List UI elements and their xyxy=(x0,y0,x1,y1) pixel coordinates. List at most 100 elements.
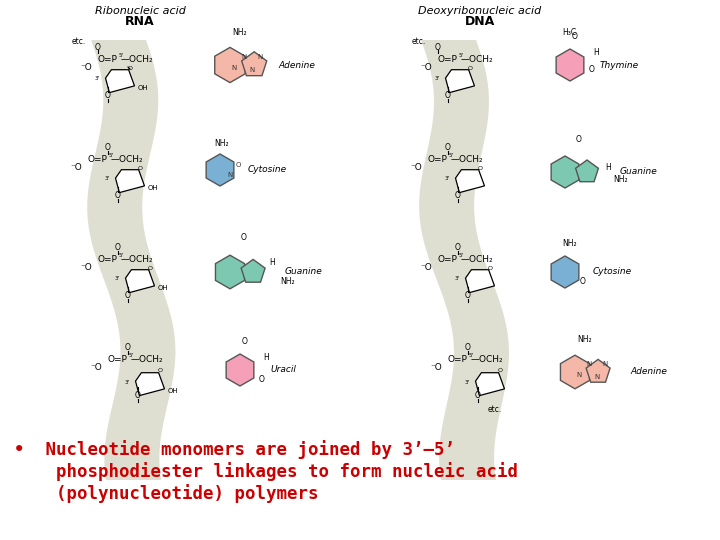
Text: Cytosine: Cytosine xyxy=(593,267,632,276)
Text: 5': 5' xyxy=(109,153,114,158)
Text: —OCH₂: —OCH₂ xyxy=(471,355,503,364)
Text: O: O xyxy=(580,278,586,287)
Text: 5': 5' xyxy=(449,153,454,158)
Text: O: O xyxy=(475,392,481,401)
Text: N: N xyxy=(603,361,608,367)
Text: H: H xyxy=(269,258,275,267)
Text: O: O xyxy=(125,292,131,300)
Text: —OCH₂: —OCH₂ xyxy=(131,355,163,364)
Polygon shape xyxy=(446,70,474,92)
Text: Deoxyribonucleic acid: Deoxyribonucleic acid xyxy=(418,6,541,16)
Text: Thymine: Thymine xyxy=(600,60,639,70)
Polygon shape xyxy=(466,269,495,293)
Text: O=P: O=P xyxy=(98,255,118,265)
Text: 3': 3' xyxy=(455,276,460,281)
Polygon shape xyxy=(242,52,266,76)
Text: OH: OH xyxy=(168,388,179,394)
Text: O: O xyxy=(158,368,163,374)
Polygon shape xyxy=(575,160,598,181)
Text: (polynucleotide) polymers: (polynucleotide) polymers xyxy=(14,484,318,503)
Text: N: N xyxy=(231,65,237,71)
Polygon shape xyxy=(551,256,579,288)
Polygon shape xyxy=(87,40,176,480)
Text: ⁻O: ⁻O xyxy=(410,164,422,172)
Text: O=P: O=P xyxy=(438,56,458,64)
Text: O: O xyxy=(115,244,121,253)
Text: 5': 5' xyxy=(459,253,464,258)
Text: O: O xyxy=(105,91,111,100)
Polygon shape xyxy=(125,269,155,293)
Text: O=P: O=P xyxy=(108,355,128,364)
Polygon shape xyxy=(551,156,579,188)
Text: O: O xyxy=(487,266,492,271)
Text: N: N xyxy=(595,374,600,380)
Text: ⁻O: ⁻O xyxy=(430,363,442,373)
Text: •  Nucleotide monomers are joined by 3’–5’: • Nucleotide monomers are joined by 3’–5… xyxy=(14,440,455,459)
Text: O=P: O=P xyxy=(98,56,118,64)
Text: H: H xyxy=(605,163,611,172)
Text: OH: OH xyxy=(158,285,168,291)
Text: NH₂: NH₂ xyxy=(577,335,593,344)
Text: N: N xyxy=(249,67,255,73)
Text: O: O xyxy=(498,368,503,374)
Polygon shape xyxy=(106,70,135,92)
Text: —OCH₂: —OCH₂ xyxy=(121,255,153,265)
Text: O: O xyxy=(127,65,132,71)
Text: O: O xyxy=(242,337,248,346)
Text: N: N xyxy=(257,54,263,60)
Text: —OCH₂: —OCH₂ xyxy=(121,56,153,64)
Polygon shape xyxy=(226,354,254,386)
Text: O=P: O=P xyxy=(448,355,468,364)
Text: O: O xyxy=(589,65,595,75)
Text: NH₂: NH₂ xyxy=(280,278,294,287)
Text: NH₂: NH₂ xyxy=(563,239,577,248)
Text: N: N xyxy=(577,372,582,378)
Text: O: O xyxy=(259,375,265,384)
Text: H₃C: H₃C xyxy=(562,28,576,37)
Text: 3': 3' xyxy=(465,380,470,384)
Text: —OCH₂: —OCH₂ xyxy=(111,156,143,165)
Polygon shape xyxy=(215,48,246,83)
Polygon shape xyxy=(215,255,245,289)
Text: O: O xyxy=(455,244,461,253)
Text: O: O xyxy=(241,233,247,242)
Text: —OCH₂: —OCH₂ xyxy=(461,56,494,64)
Text: O: O xyxy=(572,32,578,41)
Text: 5': 5' xyxy=(119,53,124,58)
Text: 3': 3' xyxy=(95,77,100,82)
Text: O: O xyxy=(235,162,240,168)
Text: O: O xyxy=(95,43,101,51)
Text: NH₂: NH₂ xyxy=(613,176,628,185)
Text: 3': 3' xyxy=(105,177,110,181)
Text: H: H xyxy=(263,353,269,362)
Text: O: O xyxy=(135,392,141,401)
Text: Adenine: Adenine xyxy=(630,368,667,376)
Text: O: O xyxy=(445,91,451,100)
Text: etc.: etc. xyxy=(412,37,426,46)
Text: Guanine: Guanine xyxy=(285,267,323,276)
Text: OH: OH xyxy=(148,185,158,191)
Text: N: N xyxy=(241,54,247,60)
Text: O: O xyxy=(455,192,461,200)
Text: 5': 5' xyxy=(119,253,124,258)
Text: O: O xyxy=(467,65,472,71)
Text: 3': 3' xyxy=(125,380,130,384)
Text: Ribonucleic acid: Ribonucleic acid xyxy=(94,6,186,16)
Text: NH₂: NH₂ xyxy=(233,28,247,37)
Text: O=P: O=P xyxy=(428,156,448,165)
Text: O: O xyxy=(105,144,111,152)
Text: ⁻O: ⁻O xyxy=(80,64,91,72)
Polygon shape xyxy=(586,360,610,382)
Polygon shape xyxy=(135,373,164,396)
Text: O: O xyxy=(148,266,153,271)
Text: O: O xyxy=(576,135,582,144)
Polygon shape xyxy=(475,373,505,396)
Polygon shape xyxy=(419,40,509,480)
Text: O: O xyxy=(125,343,131,353)
Text: —OCH₂: —OCH₂ xyxy=(451,156,484,165)
Text: ⁻O: ⁻O xyxy=(80,264,91,273)
Text: O: O xyxy=(435,43,441,51)
Text: Uracil: Uracil xyxy=(270,366,296,375)
Text: 5': 5' xyxy=(459,53,464,58)
Text: O=P: O=P xyxy=(438,255,458,265)
